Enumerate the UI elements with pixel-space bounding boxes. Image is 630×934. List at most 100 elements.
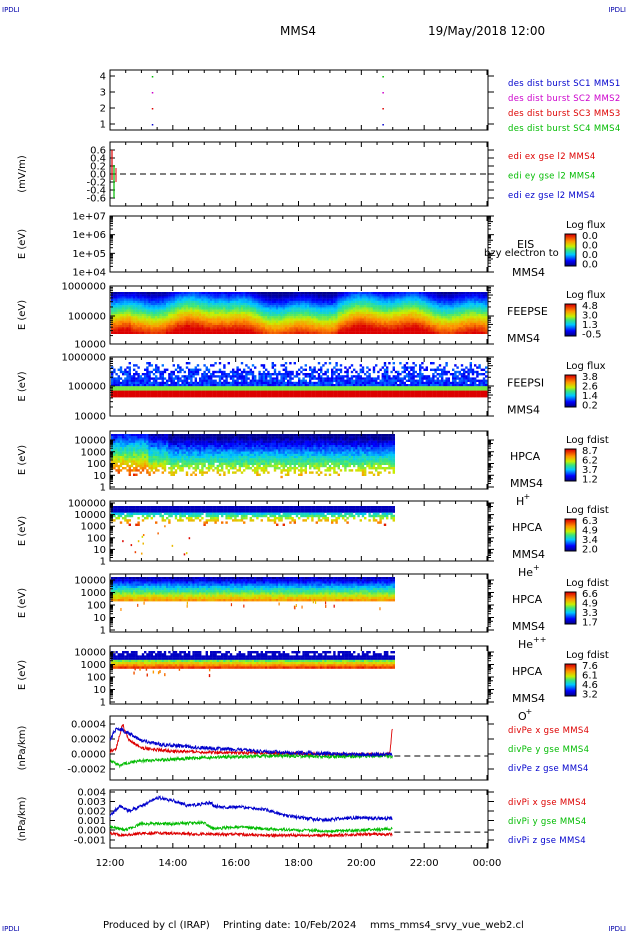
feepse-cell [152,305,156,308]
feepsi-cell [278,370,281,374]
feepsi-cell [271,373,274,376]
feepse-cell [331,327,334,330]
feepse-cbar-cell [565,331,576,333]
feepse-cell [181,314,184,317]
feepse-cell [295,311,299,315]
feepse-cell [168,322,171,326]
feepse-cell [390,294,393,297]
feepsi-cell [328,384,332,387]
feepsi-cell [188,370,191,374]
feepsi-cell [346,388,349,391]
feepse-cell [408,298,411,301]
feepsi-cell [245,392,248,396]
feepse-cell [236,296,239,299]
feepse-cell [298,318,301,321]
feepse-cell [469,296,472,299]
feepsi-cell [146,362,149,365]
feepsi-cell [188,386,191,389]
feepse-cell [456,318,459,321]
feepsi-cell [159,375,162,378]
feepsi-cell [256,386,259,389]
feepse-cell [480,309,483,312]
feepse-cell [207,322,211,326]
feepsi-cell [203,375,206,378]
feepsi-cell [273,373,277,376]
feepse-cell [192,309,195,312]
feepse-cell [412,316,415,319]
feepse-cell [166,314,169,317]
feepsi-cell [271,386,274,389]
feepse-cell [218,325,222,328]
feepsi-cell [146,370,149,374]
feepse-cell [432,316,435,319]
feepse-cell [183,325,186,328]
feepsi-cell [278,388,281,391]
feepse-cell [405,318,409,321]
feepse-cell [225,322,228,326]
feepsi-cell [227,392,230,396]
feepsi-cell [284,384,288,387]
feepse-cell [315,305,318,308]
feepse-cell [174,318,178,321]
feepse-cell [320,296,323,299]
feepsi-cell [111,377,114,380]
feepse-cell [243,320,246,323]
feepse-cell [306,298,310,301]
feepse-cell [210,311,213,315]
feepsi-cell [214,370,217,374]
feepse-cell [474,294,477,297]
feepse-cell [172,292,175,295]
feepse-cell [159,296,162,299]
feepsi-cell [348,381,351,385]
feepsi-cell [194,381,197,385]
feepse-cell [311,320,314,323]
feepse-cell [436,298,439,301]
feepse-cell [474,314,477,317]
feepse-cell [148,329,151,332]
feepse-cell [139,331,142,334]
feepsi-cell [168,377,171,380]
feepse-cell [218,303,222,306]
feepse-cell [295,331,299,334]
feepse-cell [364,329,367,332]
feepse-cell [364,327,367,330]
feepse-cell [476,325,479,328]
feepse-cell [445,327,448,330]
feepse-cell [383,320,387,323]
feepse-cell [469,292,472,295]
feepse-cell [190,320,193,323]
feepsi-cell [355,388,358,391]
feepse-cell [218,294,222,297]
feepse-cell [155,309,158,312]
feepse-cell [276,322,279,326]
feepse-cell [471,329,475,332]
feepse-cell [199,318,202,321]
feepse-cell [361,325,365,328]
feepse-cell [445,296,448,299]
feepse-cell [216,309,219,312]
feepse-cell [375,292,378,295]
feepse-cell [122,314,125,317]
feepsi-cell [309,386,312,389]
feepsi-cell [262,381,266,385]
feepse-cell [157,320,160,323]
feepse-cell [339,329,343,332]
feepse-cell [207,314,211,317]
feepse-cell [346,307,349,310]
feepse-cell [414,311,417,315]
feepse-cell [223,320,226,323]
feepse-cell [212,316,215,319]
feepsi-cell [348,366,351,369]
feepse-cell [480,331,483,334]
feepsi-cell [155,392,158,396]
feepse-cell [243,322,246,326]
feepsi-cell [199,386,202,389]
feepse-cell [214,300,217,304]
feepsi-cell [157,390,160,393]
feepse-cell [163,327,167,330]
feepse-cell [346,311,349,315]
feepse-cell [269,305,272,308]
feepse-cell [401,307,404,310]
feepse-cell [315,303,318,306]
